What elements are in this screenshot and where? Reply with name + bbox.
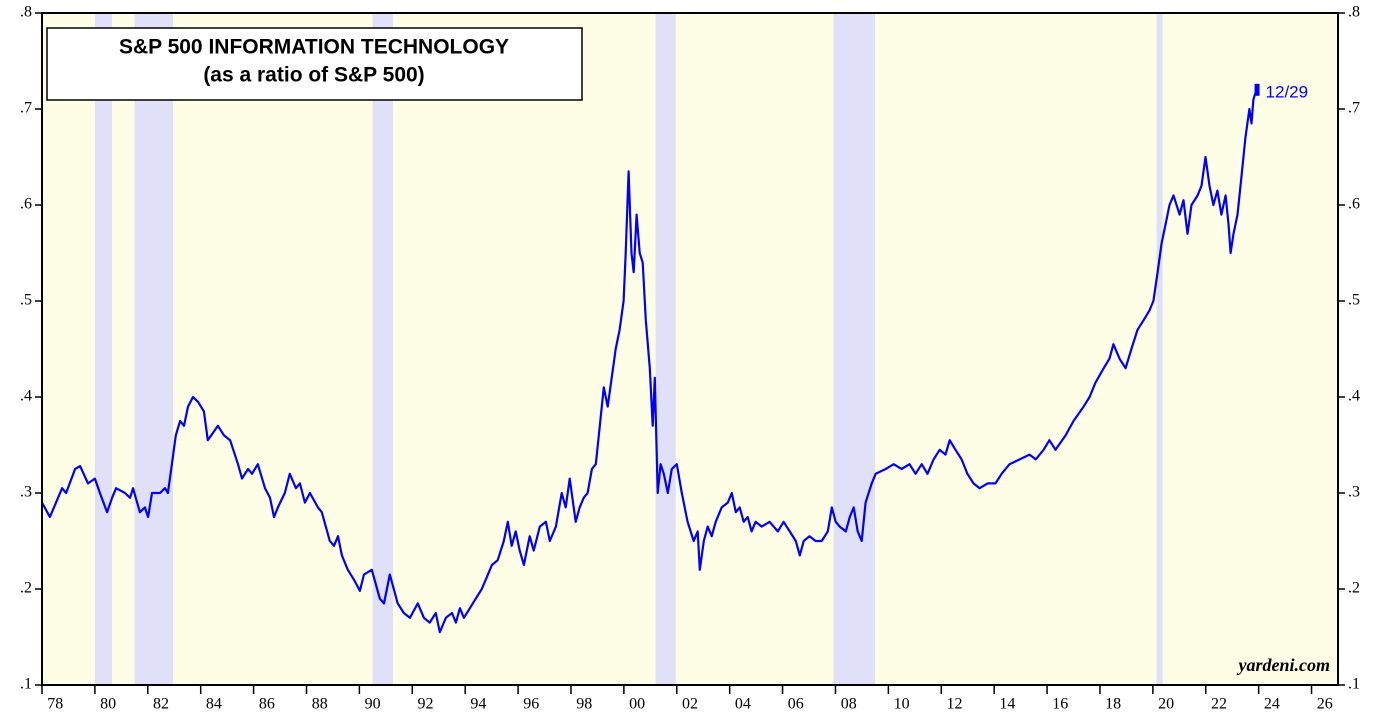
x-tick-label: 82 <box>153 696 169 713</box>
chart-subtitle: (as a ratio of S&P 500) <box>203 64 424 87</box>
x-tick-label: 26 <box>1317 696 1333 713</box>
plot-frame <box>41 12 1339 686</box>
x-tick-label: 08 <box>841 696 857 713</box>
x-tick-label: 12 <box>946 696 962 713</box>
recessions <box>94 13 1163 685</box>
series-line <box>41 89 1258 634</box>
x-tick-label: 18 <box>1105 696 1121 713</box>
y-tick-label: .5 <box>20 292 32 309</box>
y2-tick-label: .2 <box>1348 580 1360 597</box>
chart-title: S&P 500 INFORMATION TECHNOLOGY <box>119 36 509 59</box>
recession-band <box>134 13 173 685</box>
recession-band <box>655 13 676 685</box>
y2-tick-label: .7 <box>1348 100 1360 117</box>
x-tick-label: 16 <box>1052 696 1068 713</box>
plot-background <box>42 13 1338 685</box>
x-tick-label: 96 <box>523 696 539 713</box>
x-tick-label: 24 <box>1264 696 1280 713</box>
x-tick-label: 86 <box>259 696 275 713</box>
y2-tick-label: .1 <box>1348 676 1360 693</box>
x-tick-label: 90 <box>365 696 381 713</box>
y-tick-label: .4 <box>20 388 32 405</box>
y-tick-label: .8 <box>20 4 32 21</box>
y2-tick-label: .6 <box>1348 196 1360 213</box>
recession-band <box>833 13 876 685</box>
x-tick-label: 06 <box>788 696 804 713</box>
y2-tick-label: .3 <box>1348 484 1360 501</box>
axes <box>35 12 1345 694</box>
y-tick-label: .1 <box>20 676 32 693</box>
y-tick-label: .6 <box>20 196 32 213</box>
x-tick-label: 00 <box>629 696 645 713</box>
y2-tick-label: .4 <box>1348 388 1360 405</box>
x-tick-label: 20 <box>1158 696 1174 713</box>
y2-tick-label: .8 <box>1348 4 1360 21</box>
x-tick-label: 14 <box>999 696 1015 713</box>
x-tick-label: 22 <box>1211 696 1227 713</box>
x-tick-label: 04 <box>735 696 751 713</box>
x-tick-label: 88 <box>312 696 328 713</box>
x-tick-label: 80 <box>100 696 116 713</box>
recession-band <box>94 13 113 685</box>
lines <box>41 83 1260 634</box>
x-tick-label: 98 <box>576 696 592 713</box>
x-tick-label: 10 <box>894 696 910 713</box>
y-tick-label: .7 <box>20 100 32 117</box>
y-tick-label: .2 <box>20 580 32 597</box>
recession-band <box>372 13 393 685</box>
end-marker <box>1254 83 1260 96</box>
y2-tick-label: .5 <box>1348 292 1360 309</box>
x-tick-label: 94 <box>470 696 486 713</box>
x-tick-label: 84 <box>206 696 222 713</box>
end-label: 12/29 <box>1266 82 1309 101</box>
x-tick-label: 02 <box>682 696 698 713</box>
y-tick-label: .3 <box>20 484 32 501</box>
source: yardeni.com <box>1237 655 1331 675</box>
x-tick-label: 92 <box>418 696 434 713</box>
x-tick-label: 78 <box>47 696 63 713</box>
title-box <box>46 27 583 101</box>
recession-band <box>1156 13 1163 685</box>
